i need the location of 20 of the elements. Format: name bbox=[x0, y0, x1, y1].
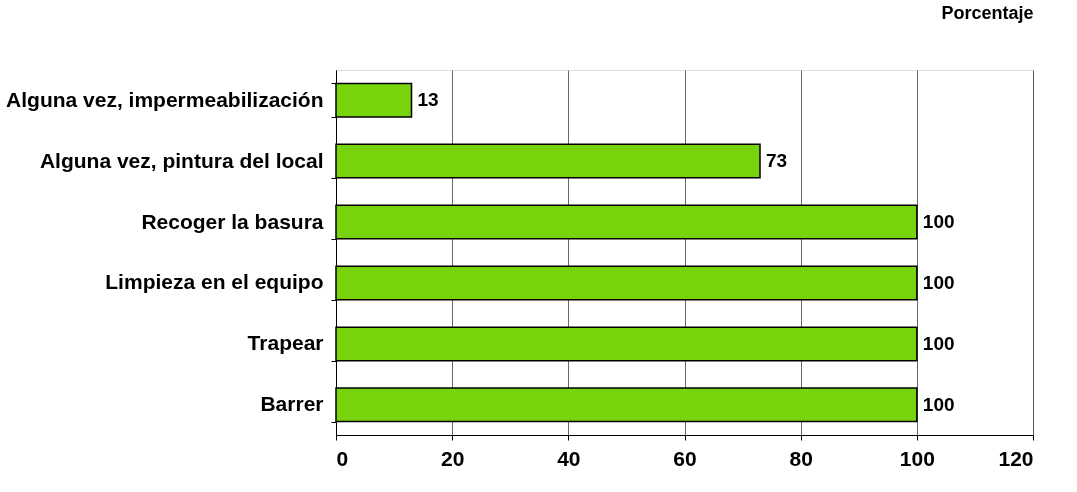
data-label: 100 bbox=[922, 332, 955, 354]
x-tick-label: 0 bbox=[336, 446, 349, 470]
x-tick-label: 100 bbox=[899, 446, 935, 470]
y-tick-label: Barrer bbox=[260, 392, 324, 416]
data-label: 100 bbox=[922, 211, 955, 233]
x-tick-label: 40 bbox=[557, 446, 581, 470]
x-axis-title: Porcentaje bbox=[941, 3, 1034, 23]
y-tick-label: Alguna vez, impermeabilización bbox=[6, 87, 324, 111]
x-tick-label: 120 bbox=[998, 446, 1034, 470]
data-label: 100 bbox=[922, 393, 955, 415]
data-label: 100 bbox=[922, 271, 955, 293]
y-tick-label: Recoger la basura bbox=[141, 209, 324, 233]
x-tick-label: 20 bbox=[440, 446, 465, 470]
y-tick-label: Alguna vez, pintura del local bbox=[39, 148, 324, 172]
data-label: 13 bbox=[417, 89, 439, 111]
x-tick-label: 80 bbox=[789, 446, 813, 470]
x-tick-label: 60 bbox=[673, 446, 697, 470]
y-tick-label: Trapear bbox=[247, 331, 324, 355]
data-label: 73 bbox=[766, 150, 788, 172]
y-tick-label: Limpieza en el equipo bbox=[105, 270, 324, 294]
